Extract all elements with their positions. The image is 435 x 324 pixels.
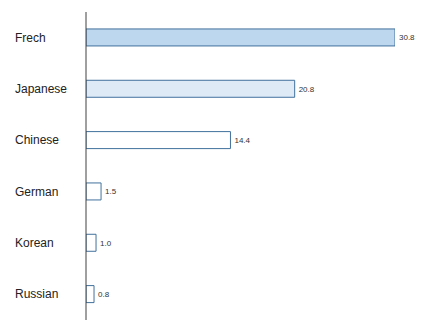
svg-text:Japanese: Japanese: [15, 82, 67, 96]
svg-text:Frech: Frech: [15, 31, 46, 45]
svg-text:0.8: 0.8: [98, 290, 110, 299]
svg-text:1.5: 1.5: [105, 187, 117, 196]
svg-text:Korean: Korean: [15, 236, 54, 250]
svg-text:German: German: [15, 185, 58, 199]
svg-text:Russian: Russian: [15, 287, 58, 301]
svg-text:30.8: 30.8: [399, 33, 415, 42]
svg-text:Chinese: Chinese: [15, 133, 59, 147]
svg-text:20.8: 20.8: [299, 85, 315, 94]
svg-text:14.4: 14.4: [234, 136, 250, 145]
svg-text:1.0: 1.0: [100, 239, 112, 248]
